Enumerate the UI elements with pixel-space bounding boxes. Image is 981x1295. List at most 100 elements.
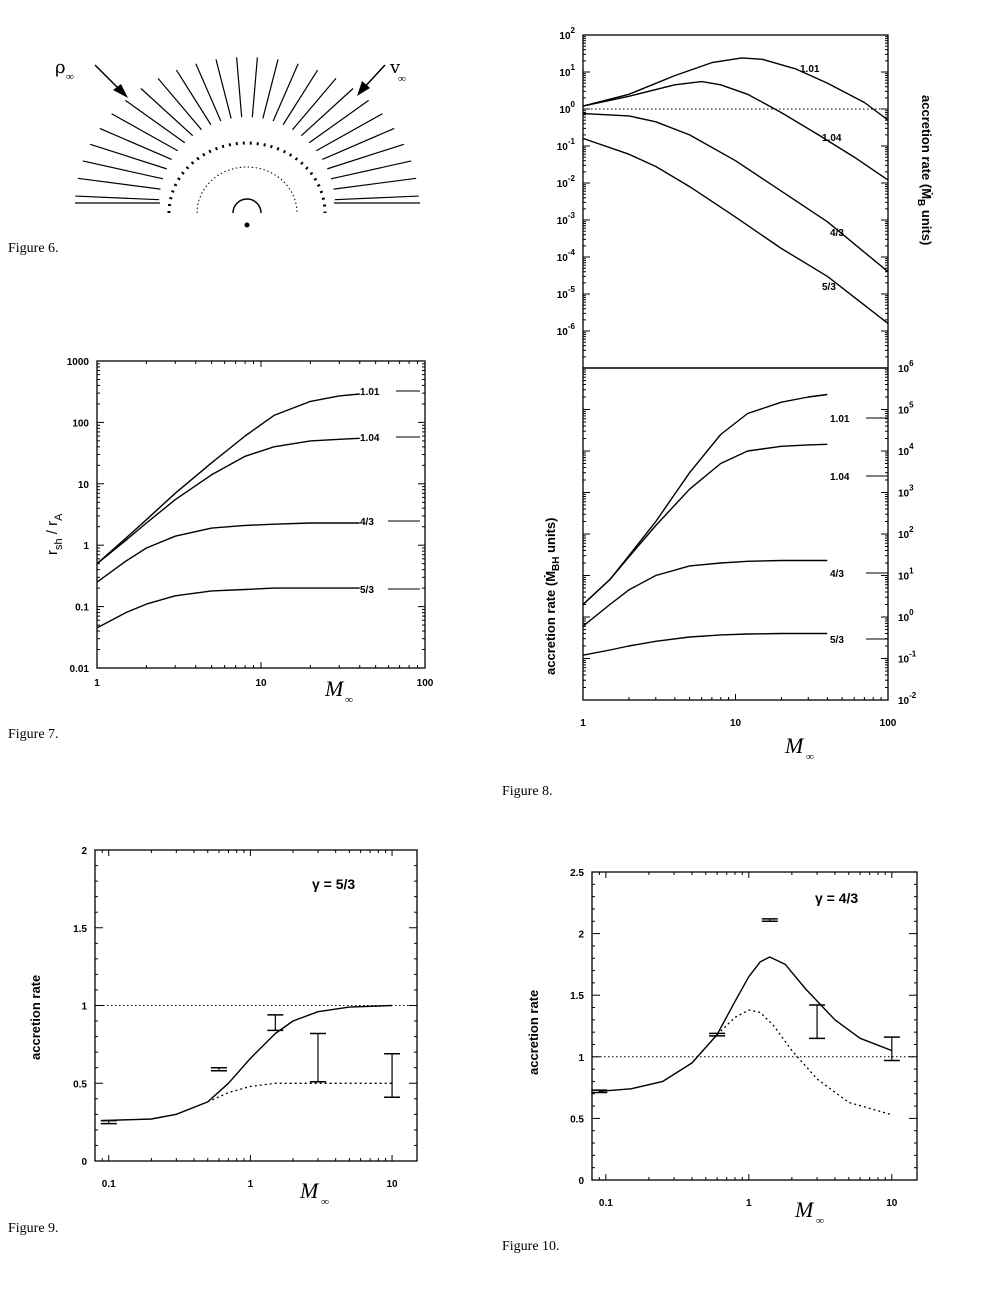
streamline <box>175 69 212 126</box>
streamline <box>125 99 186 144</box>
x-tick-label: 10 <box>886 1198 898 1209</box>
y-tick-label: 1000 <box>67 357 90 368</box>
y-tick-label: 0.1 <box>75 603 89 614</box>
y-tick-label: 105 <box>898 401 914 417</box>
series-line-dotted <box>207 1082 393 1103</box>
streamline <box>77 177 161 190</box>
x-tick-label: 100 <box>880 718 897 729</box>
y-tick-label: 10-4 <box>557 248 576 264</box>
y-tick-label: 101 <box>559 63 575 79</box>
curve-label: 4/3 <box>830 569 844 580</box>
series-line-1.01 <box>96 393 360 565</box>
y-tick-label: 0.5 <box>73 1079 87 1090</box>
streamline <box>334 195 419 201</box>
streamline <box>292 77 337 131</box>
rho-subscript: ∞ <box>66 71 74 83</box>
figure-7-xlabel: M <box>324 676 345 701</box>
figure-10-xlabel-sub: ∞ <box>816 1215 824 1227</box>
series-line-5-3 <box>96 587 360 629</box>
figure-10-xlabel: M <box>794 1197 815 1222</box>
y-tick-label: 10-2 <box>898 691 917 707</box>
streamline <box>300 88 354 137</box>
curve-label: 1.01 <box>360 387 380 398</box>
y-tick-label: 0 <box>578 1176 584 1187</box>
accretor-center <box>244 222 250 228</box>
figure-8-caption: Figure 8. <box>502 784 553 799</box>
figure-10-caption: Figure 10. <box>502 1239 560 1254</box>
v-label: v <box>389 57 401 78</box>
series-line-4-3 <box>582 112 889 273</box>
rho-arrowhead <box>113 84 128 98</box>
y-tick-label: 10-2 <box>557 174 576 190</box>
figure-7-xlabel-sub: ∞ <box>345 694 353 706</box>
sonic-surface <box>196 166 298 214</box>
fig10-frame <box>591 871 918 1181</box>
y-tick-label: 1 <box>578 1053 584 1064</box>
y-tick-label: 10-6 <box>557 322 576 338</box>
series-line-1.04 <box>582 80 889 181</box>
x-tick-label: 10 <box>255 678 267 689</box>
v-subscript: ∞ <box>398 73 406 85</box>
v-arrowhead <box>357 81 370 96</box>
streamline <box>215 59 232 119</box>
series-line-solid <box>102 1004 393 1122</box>
figure-9-ylabel: accretion rate <box>28 975 43 1060</box>
series-line-1.04 <box>96 437 360 565</box>
streamline <box>89 143 167 170</box>
x-tick-label: 0.1 <box>102 1179 116 1190</box>
streamline <box>99 127 172 161</box>
x-tick-label: 1 <box>248 1179 254 1190</box>
curve-label: 4/3 <box>830 228 844 239</box>
x-tick-label: 10 <box>386 1179 398 1190</box>
series-line-dotted <box>716 1009 892 1116</box>
streamline <box>308 99 369 144</box>
figure-9-xlabel: M <box>299 1178 320 1203</box>
figure-7-chart: 1 10 100 0.01 0.1 1 10 100 1000 1.01 1.04 4/3 5/3 <box>67 357 434 689</box>
streamline <box>157 77 202 131</box>
y-tick-label: 10-1 <box>557 137 576 153</box>
figure-8-xlabel-sub: ∞ <box>806 751 814 763</box>
series-line-1.01 <box>582 57 889 121</box>
series-line-4-3 <box>96 522 360 583</box>
y-tick-label: 2 <box>81 846 87 857</box>
streamline <box>75 195 160 201</box>
y-tick-label: 102 <box>559 26 575 42</box>
x-tick-label: 1 <box>94 678 100 689</box>
series-line-1.01 <box>582 393 828 606</box>
streamline <box>282 69 319 126</box>
figure-7-caption: Figure 7. <box>8 727 59 742</box>
x-tick-label: 100 <box>417 678 434 689</box>
accretor-boundary <box>232 198 262 214</box>
y-tick-label: 1 <box>83 541 89 552</box>
svg-text:rsh / rA: rsh / rA <box>44 513 65 555</box>
curve-label: 1.04 <box>830 472 850 483</box>
x-tick-label: 1 <box>580 718 586 729</box>
curve-label: 5/3 <box>822 282 836 293</box>
figure-10-gamma-label: γ = 4/3 <box>815 890 858 906</box>
curve-label: 4/3 <box>360 517 374 528</box>
y-tick-label: 104 <box>898 442 914 458</box>
streamline <box>333 177 417 190</box>
svg-text:accretion rate: accretion rate <box>526 990 541 1075</box>
y-tick-label: 0.01 <box>70 664 90 675</box>
rho-label: ρ <box>55 57 66 78</box>
curve-label: 1.04 <box>360 433 380 444</box>
fig8_top-frame <box>582 34 889 369</box>
figure-9-chart: 0.1 1 10 0 0.5 1 1.5 2 <box>73 846 418 1190</box>
curve-label: 1.04 <box>822 133 842 144</box>
streamline <box>195 63 222 122</box>
streamline <box>111 113 179 152</box>
figure-6-caption: Figure 6. <box>8 241 59 256</box>
y-tick-label: 100 <box>72 418 89 429</box>
y-tick-label: 1.5 <box>73 924 87 935</box>
figure-8-bottom-chart: 1 10 100 106 105 104 103 102 101 100 10-1 10-2 1.01 1… <box>580 359 917 729</box>
y-tick-label: 2 <box>578 930 584 941</box>
y-tick-label: 100 <box>559 100 575 116</box>
y-tick-label: 1 <box>81 1002 87 1013</box>
streamline <box>322 127 395 161</box>
streamline <box>140 88 194 137</box>
figure-9-gamma-label: γ = 5/3 <box>312 876 355 892</box>
figure-10-chart: 0.1 1 10 0 0.5 1 1.5 2 2.5 <box>570 868 918 1209</box>
svg-text:accretion rate: accretion rate <box>28 975 43 1060</box>
